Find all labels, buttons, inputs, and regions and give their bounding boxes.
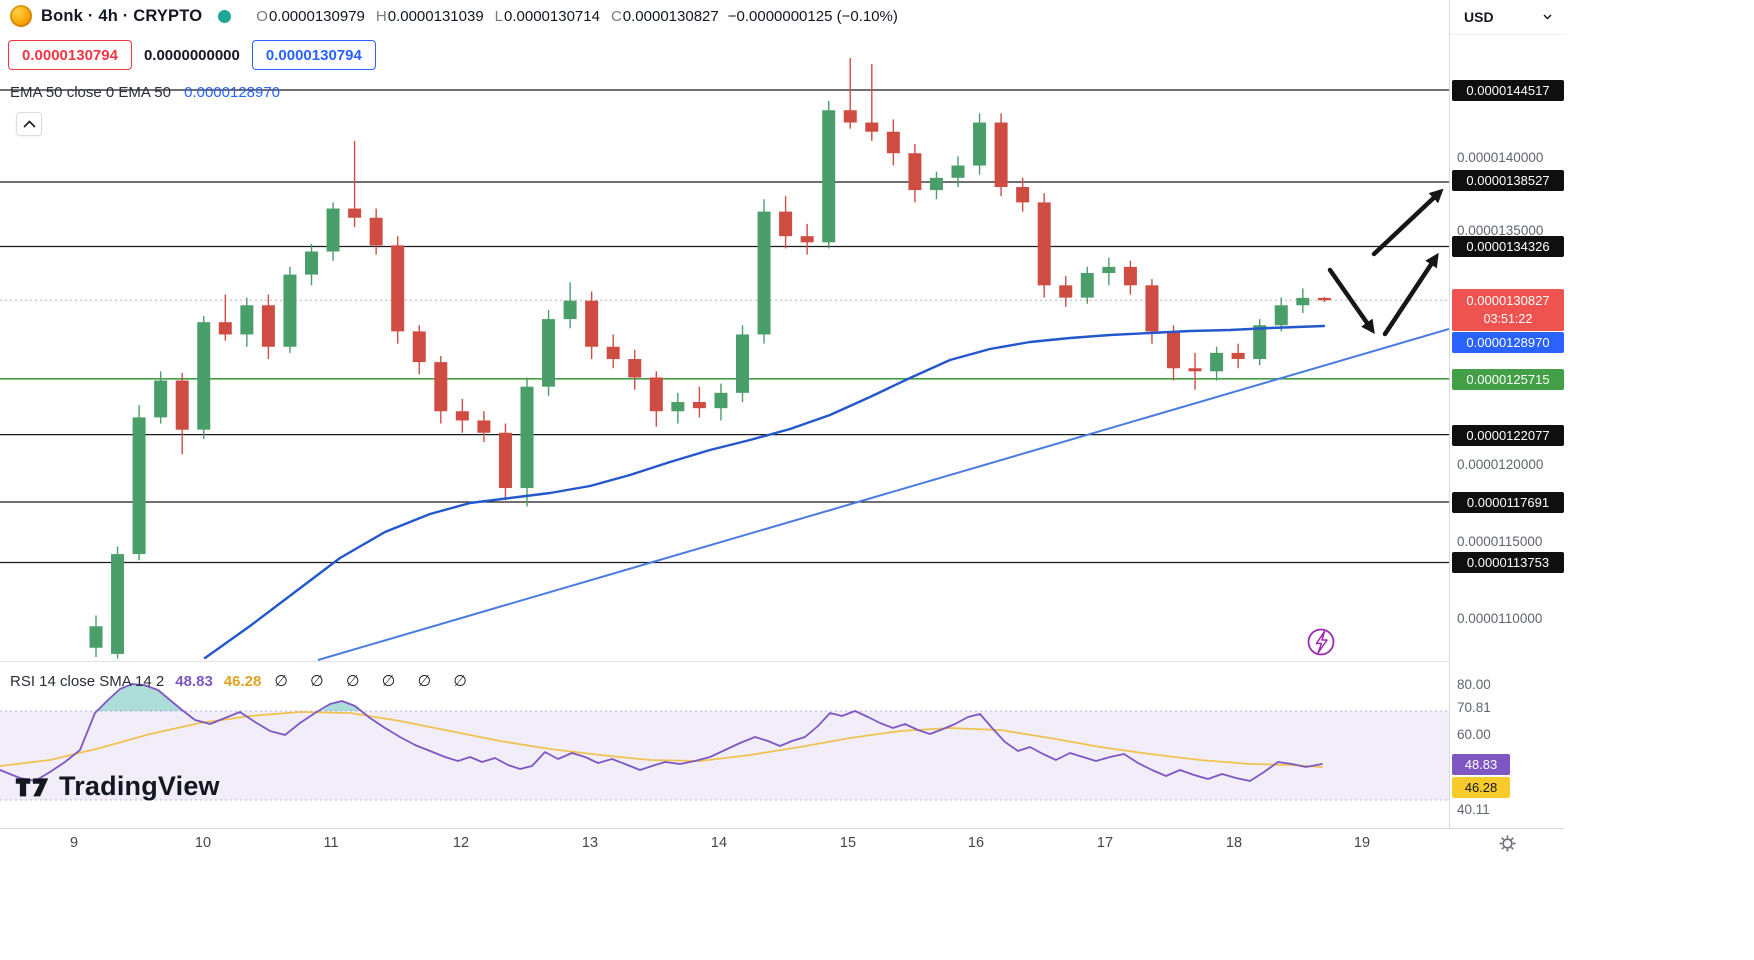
tradingview-logo-icon bbox=[15, 778, 49, 797]
trendline-drawing[interactable] bbox=[317, 328, 1450, 661]
ema-legend-label: EMA 50 close 0 EMA 50 bbox=[10, 84, 171, 101]
ohlc-letter: H bbox=[375, 7, 387, 25]
price-change: −0.0000000125 (−0.10%) bbox=[727, 7, 898, 25]
symbol-title[interactable]: Bonk · 4h · CRYPTO bbox=[41, 6, 203, 25]
axis-settings-corner[interactable] bbox=[1449, 828, 1565, 857]
ohlc-value: 0.0000130979 bbox=[268, 7, 365, 25]
time-axis-label: 10 bbox=[194, 835, 212, 851]
price-level-badge: 0.0000117691 bbox=[1452, 491, 1564, 513]
time-axis-label: 16 bbox=[967, 835, 985, 851]
rsi-value-badge: 48.83 bbox=[1452, 753, 1510, 775]
ema50-line bbox=[203, 324, 1326, 660]
price-axis-label: 0.0000135000 bbox=[1457, 223, 1544, 238]
tradingview-logo-text: TradingView bbox=[59, 771, 220, 801]
ohlc-value: 0.0000131039 bbox=[387, 7, 484, 25]
time-axis-label: 17 bbox=[1096, 835, 1114, 851]
time-axis-label: 9 bbox=[69, 835, 79, 851]
rsi-legend-title: RSI 14 close SMA 14 2 bbox=[10, 673, 165, 690]
ohlc-values: O 0.0000130979 H 0.0000131039 L 0.0000130714 C… bbox=[245, 8, 718, 25]
price-level-badge: 0.0000122077 bbox=[1452, 424, 1564, 446]
price-axis-label: 0.0000110000 bbox=[1457, 611, 1543, 626]
rsi-overbought-fill bbox=[95, 684, 184, 711]
price-level-badge: 0.0000144517 bbox=[1452, 79, 1564, 101]
chevron-down-icon bbox=[1543, 14, 1552, 20]
ohlc-letter: O bbox=[256, 7, 268, 25]
spread-value: 0.0000000000 bbox=[143, 46, 240, 64]
price-level-badge: 0.0000138527 bbox=[1452, 169, 1564, 191]
rsi-axis-label: 80.00 bbox=[1457, 677, 1491, 692]
price-axis-label: 0.0000115000 bbox=[1457, 534, 1543, 549]
sell-button[interactable]: 0.0000130794 bbox=[8, 40, 132, 70]
rsi-band bbox=[0, 711, 1449, 800]
time-axis[interactable]: 9 10 11 12 13 14 15 16 17 18 19 bbox=[0, 828, 1449, 857]
current-price-badge: 0.0000130827 03:51:22 bbox=[1452, 289, 1564, 331]
rsi-empty-values: ∅ ∅ ∅ ∅ ∅ ∅ bbox=[274, 673, 476, 690]
rsi-axis-label: 70.81 bbox=[1457, 700, 1491, 715]
rsi-value: 48.83 bbox=[175, 673, 213, 690]
bonk-logo bbox=[10, 5, 32, 27]
tradingview-logo[interactable]: TradingView bbox=[14, 771, 220, 802]
ohlc-letter: L bbox=[494, 7, 504, 25]
rsi-sma-value: 46.28 bbox=[223, 673, 262, 690]
rsi-sma-value-badge: 46.28 bbox=[1452, 776, 1510, 798]
chart-svg bbox=[0, 58, 1450, 801]
time-axis-label: 18 bbox=[1225, 835, 1243, 851]
price-axis[interactable]: USD 0.0000140000 0.0000135000 0.0000120000… bbox=[1449, 0, 1565, 828]
price-axis-label: 0.0000120000 bbox=[1457, 457, 1544, 472]
buy-button[interactable]: 0.0000130794 bbox=[251, 40, 376, 70]
order-buttons-row: 0.0000130794 0.0000000000 0.0000130794 bbox=[8, 40, 376, 70]
time-axis-label: 13 bbox=[581, 835, 599, 851]
time-axis-label: 14 bbox=[710, 835, 728, 851]
collapse-legend-button[interactable] bbox=[16, 112, 42, 136]
chart-canvas[interactable] bbox=[0, 0, 1450, 857]
market-status-dot[interactable] bbox=[218, 9, 232, 23]
rsi-sma-line bbox=[0, 711, 1323, 768]
ohlc-value: 0.0000130714 bbox=[504, 7, 600, 25]
chevron-up-icon bbox=[22, 120, 36, 128]
time-axis-label: 19 bbox=[1353, 835, 1371, 851]
current-price-value: 0.0000130827 bbox=[1466, 292, 1550, 308]
ohlc-letter: C bbox=[610, 7, 622, 25]
rsi-axis-label: 40.11 bbox=[1457, 802, 1490, 817]
time-axis-label: 15 bbox=[839, 835, 857, 851]
symbol-legend: Bonk · 4h · CRYPTO O 0.0000130979 H 0.00001… bbox=[10, 5, 898, 27]
candles bbox=[89, 58, 1331, 659]
drawn-arrow[interactable] bbox=[1382, 252, 1439, 337]
drawn-arrow[interactable] bbox=[1327, 267, 1375, 334]
time-axis-label: 12 bbox=[452, 835, 470, 851]
ema-legend-value: 0.0000128970 bbox=[184, 84, 281, 101]
ema-legend[interactable]: EMA 50 close 0 EMA 50 0.0000128970 bbox=[10, 84, 280, 101]
rsi-axis-label: 60.00 bbox=[1457, 727, 1491, 742]
ohlc-value: 0.0000130827 bbox=[622, 7, 719, 25]
support-level-badge: 0.0000125715 bbox=[1452, 368, 1564, 390]
settings-gear-icon[interactable] bbox=[1498, 834, 1517, 853]
price-level-badge: 0.0000113753 bbox=[1452, 551, 1564, 573]
currency-label: USD bbox=[1464, 9, 1494, 25]
ema-value-badge: 0.0000128970 bbox=[1452, 331, 1564, 353]
lightning-marker-icon[interactable] bbox=[1307, 628, 1335, 656]
drawn-arrow[interactable] bbox=[1371, 188, 1444, 257]
bar-countdown: 03:51:22 bbox=[1483, 312, 1533, 327]
currency-selector[interactable]: USD bbox=[1450, 0, 1565, 35]
rsi-line bbox=[0, 683, 1323, 782]
rsi-legend[interactable]: RSI 14 close SMA 14 2 48.83 46.28 ∅ ∅ ∅ … bbox=[10, 672, 476, 691]
time-axis-label: 11 bbox=[323, 835, 339, 851]
price-level-badge: 0.0000134326 bbox=[1452, 235, 1564, 257]
price-axis-label: 0.0000140000 bbox=[1457, 150, 1544, 165]
